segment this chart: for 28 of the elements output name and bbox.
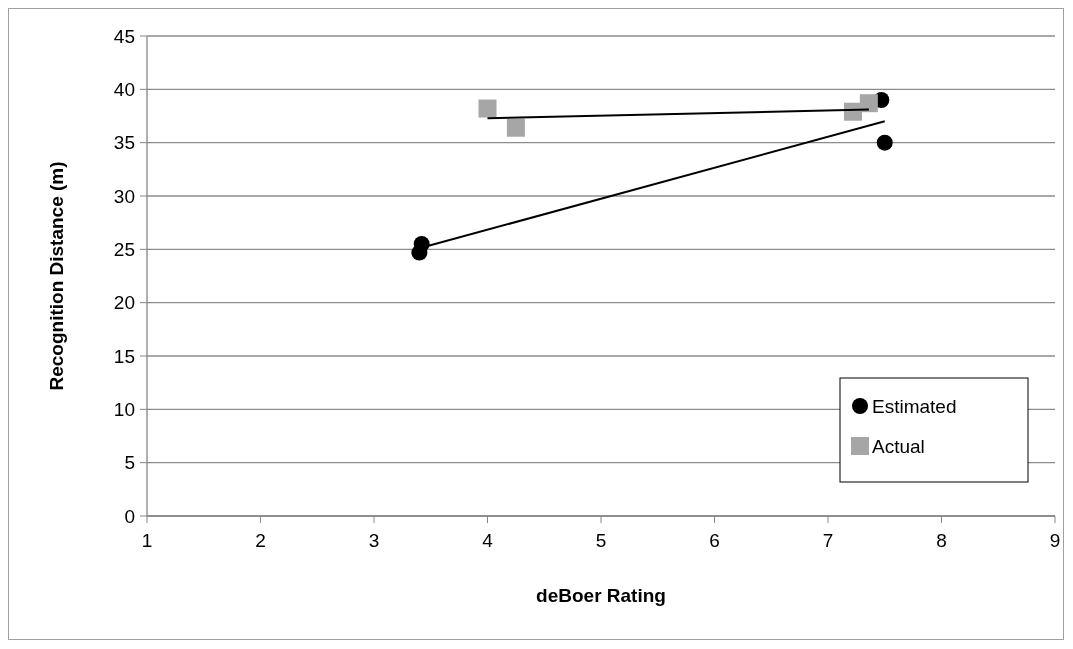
y-tick-label: 10 xyxy=(113,398,135,420)
point xyxy=(411,244,428,261)
x-tick-label: 1 xyxy=(141,530,153,551)
y-tick-label: 0 xyxy=(124,505,135,527)
y-tick-label: 40 xyxy=(113,78,135,100)
y-tick-label: 5 xyxy=(124,452,135,474)
x-axis-title: deBoer Rating xyxy=(536,585,666,606)
y-tick-label: 20 xyxy=(113,292,135,314)
y-tick-label: 30 xyxy=(113,185,135,207)
x-tick-label: 8 xyxy=(936,530,947,551)
x-tick-label: 2 xyxy=(255,530,266,551)
x-tick-label: 7 xyxy=(822,530,834,551)
x-tick-label: 3 xyxy=(368,530,380,551)
legend-label: Actual xyxy=(872,435,925,457)
x-tick-label: 5 xyxy=(595,530,607,551)
y-tick-label: 25 xyxy=(113,238,135,260)
y-tick-label: 45 xyxy=(113,25,135,47)
y-tick-label: 35 xyxy=(113,132,135,154)
point xyxy=(876,134,893,151)
point xyxy=(859,94,878,113)
y-axis-title: Recognition Distance (m) xyxy=(46,161,67,391)
x-tick-label: 9 xyxy=(1049,530,1061,551)
legend-label: Estimated xyxy=(872,395,957,417)
x-tick-label: 4 xyxy=(482,530,494,551)
x-tick-label: 6 xyxy=(709,530,720,551)
y-tick-label: 15 xyxy=(113,345,135,367)
point xyxy=(506,118,525,137)
point xyxy=(478,99,497,118)
